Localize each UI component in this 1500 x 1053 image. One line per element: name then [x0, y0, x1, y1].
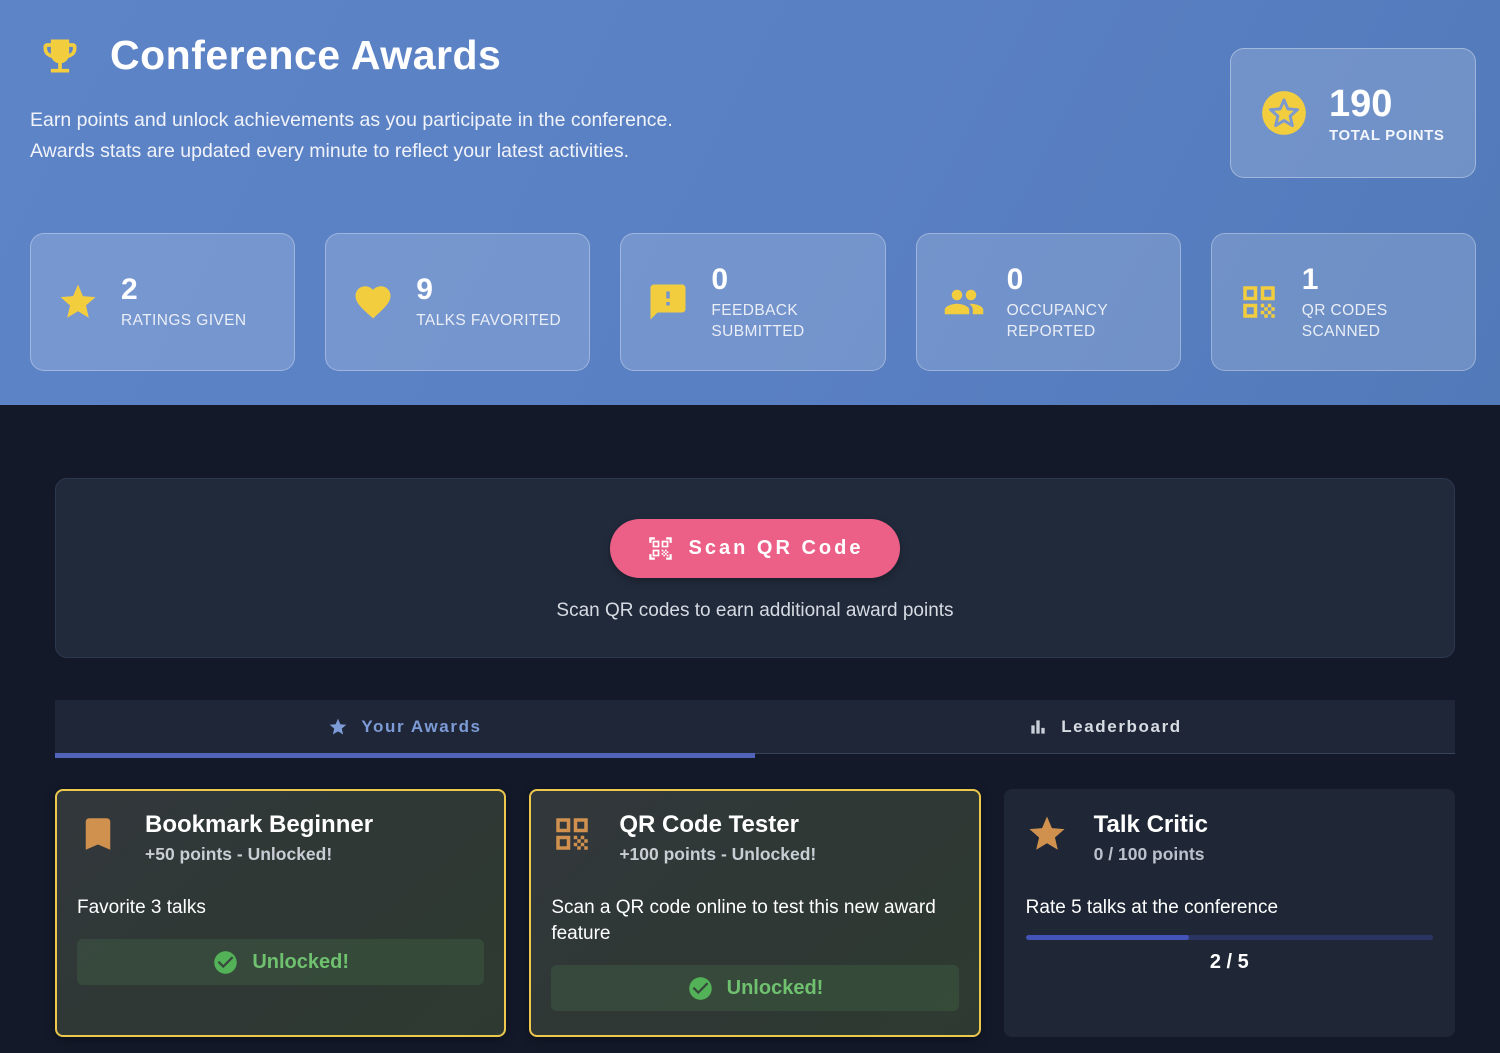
award-card-bookmark-beginner: Bookmark Beginner +50 points - Unlocked!…: [55, 789, 507, 1037]
star-circle-icon: [1262, 91, 1306, 135]
qr-scanner-icon: [648, 537, 672, 560]
stat-text: 2 RATINGS GIVEN: [121, 273, 246, 331]
stat-card-feedback-submitted: 0 FEEDBACK SUBMITTED: [620, 233, 886, 371]
stat-card-occupancy-reported: 0 OCCUPANCY REPORTED: [915, 233, 1181, 371]
unlocked-badge: Unlocked!: [77, 939, 485, 985]
unlocked-badge: Unlocked!: [551, 965, 959, 1011]
description-line-2: Awards stats are updated every minute to…: [30, 140, 630, 162]
stat-text: 1 QR CODES SCANNED: [1302, 263, 1459, 342]
unlocked-badge-label: Unlocked!: [252, 950, 349, 973]
check-circle-icon: [688, 976, 712, 1000]
stat-text: 9 TALKS FAVORITED: [416, 273, 561, 331]
tab-your-awards-label: Your Awards: [361, 716, 482, 736]
award-title-block: Bookmark Beginner +50 points - Unlocked!: [145, 810, 373, 865]
progress-bar-fill: [1025, 935, 1189, 940]
total-points-card: 190 TOTAL POINTS: [1230, 48, 1476, 178]
star-icon: [330, 718, 347, 734]
stat-card-qr-codes-scanned: 1 QR CODES SCANNED: [1210, 233, 1476, 371]
stat-text: 0 FEEDBACK SUBMITTED: [711, 263, 868, 342]
award-title: Bookmark Beginner: [145, 811, 374, 838]
star-icon: [1029, 816, 1065, 850]
stats-row: 2 RATINGS GIVEN 9 TALKS FAVORITED 0 FEED…: [30, 233, 1476, 371]
progress-bar: [1025, 935, 1433, 940]
qr-code-icon: [556, 818, 589, 850]
award-title-block: QR Code Tester +100 points - Unlocked!: [619, 810, 816, 865]
tab-leaderboard-label: Leaderboard: [1061, 716, 1182, 736]
award-subtitle: +50 points - Unlocked!: [145, 844, 333, 864]
stat-label: TALKS FAVORITED: [416, 312, 562, 329]
heart-icon: [355, 286, 391, 319]
award-header: Bookmark Beginner +50 points - Unlocked!: [77, 810, 484, 865]
check-circle-icon: [214, 950, 238, 974]
total-points-label: TOTAL POINTS: [1329, 126, 1445, 144]
header: Conference Awards Earn points and unlock…: [0, 0, 1500, 405]
award-title: Talk Critic: [1093, 811, 1208, 838]
scan-qr-card: Scan QR Code Scan QR codes to earn addit…: [55, 478, 1455, 658]
tab-your-awards[interactable]: Your Awards: [55, 700, 755, 753]
stat-value: 0: [711, 262, 729, 296]
stat-label: OCCUPANCY REPORTED: [1006, 301, 1108, 340]
award-header: QR Code Tester +100 points - Unlocked!: [551, 810, 958, 865]
people-icon: [944, 289, 983, 315]
stat-label: RATINGS GIVEN: [121, 312, 247, 329]
tab-leaderboard[interactable]: Leaderboard: [755, 700, 1455, 753]
award-description: Scan a QR code online to test this new a…: [551, 897, 936, 944]
stat-label: FEEDBACK SUBMITTED: [711, 301, 805, 340]
tab-bar: Your Awards Leaderboard: [55, 700, 1455, 758]
award-header: Talk Critic 0 / 100 points: [1026, 810, 1433, 865]
tab-bar-divider: [55, 753, 1455, 754]
award-card-talk-critic: Talk Critic 0 / 100 points Rate 5 talks …: [1003, 789, 1455, 1037]
scan-qr-button-label: Scan QR Code: [688, 537, 864, 559]
award-title: QR Code Tester: [619, 811, 799, 838]
stat-card-talks-favorited: 9 TALKS FAVORITED: [325, 233, 591, 371]
trophy-icon: [43, 39, 77, 72]
page-description: Earn points and unlock achievements as y…: [30, 105, 1500, 167]
award-description: Rate 5 talks at the conference: [1025, 897, 1279, 918]
page-title: Conference Awards: [110, 32, 502, 78]
stat-text: 0 OCCUPANCY REPORTED: [1007, 263, 1164, 342]
active-tab-indicator: [55, 753, 755, 758]
award-title-block: Talk Critic 0 / 100 points: [1094, 810, 1208, 865]
header-title-row: Conference Awards: [0, 0, 1500, 79]
tab-bar-background: [55, 700, 1455, 753]
stat-value: 2: [121, 273, 138, 306]
star-icon: [60, 284, 96, 318]
progress-label: 2 / 5: [1209, 951, 1249, 973]
total-points-value: 190: [1329, 82, 1393, 125]
stat-value: 0: [1006, 262, 1024, 296]
bookmark-icon: [85, 818, 111, 850]
total-points-text: 190 TOTAL POINTS: [1329, 83, 1445, 144]
tab-row: Your Awards Leaderboard: [55, 700, 1455, 753]
award-subtitle: 0 / 100 points: [1093, 844, 1205, 864]
main-content: Scan QR Code Scan QR codes to earn addit…: [0, 478, 1500, 1037]
award-subtitle: +100 points - Unlocked!: [619, 844, 817, 864]
stat-value: 1: [1301, 262, 1319, 296]
scan-helper-text: Scan QR codes to earn additional award p…: [556, 600, 954, 621]
stat-value: 9: [416, 273, 433, 306]
bar-chart-icon: [1031, 719, 1045, 734]
unlocked-badge-label: Unlocked!: [726, 976, 824, 999]
feedback-icon: [650, 284, 686, 320]
award-description: Favorite 3 talks: [77, 897, 206, 918]
stat-card-ratings-given: 2 RATINGS GIVEN: [30, 233, 296, 371]
awards-grid: Bookmark Beginner +50 points - Unlocked!…: [55, 789, 1455, 1037]
scan-qr-button[interactable]: Scan QR Code: [609, 519, 901, 578]
award-card-qr-code-tester: QR Code Tester +100 points - Unlocked! S…: [529, 789, 981, 1037]
qr-code-icon: [1243, 286, 1275, 318]
description-line-1: Earn points and unlock achievements as y…: [30, 109, 673, 131]
stat-label: QR CODES SCANNED: [1301, 301, 1388, 340]
